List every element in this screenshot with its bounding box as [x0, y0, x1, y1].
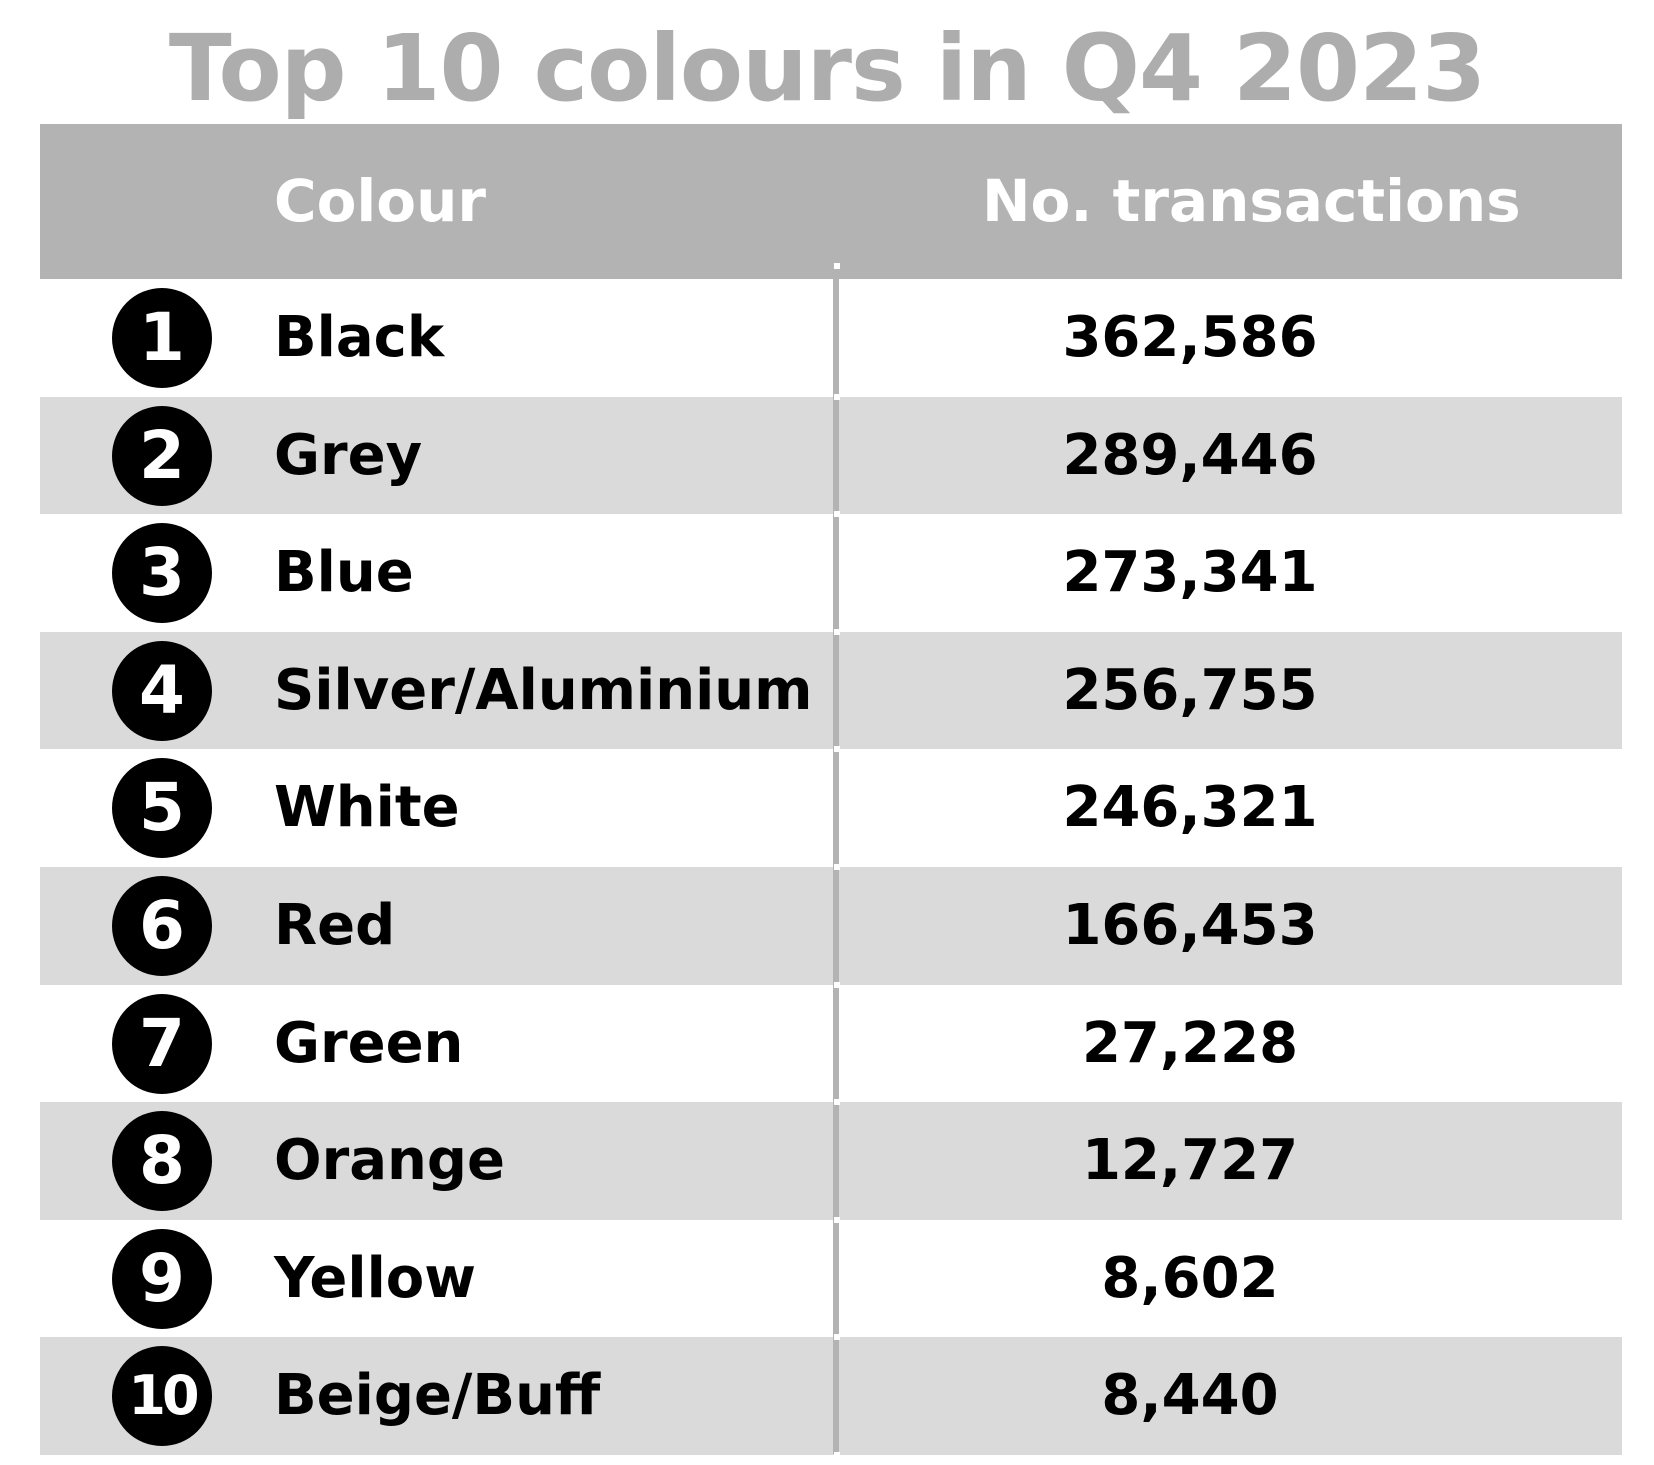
table-row: 1 Black 362,586	[40, 279, 1622, 397]
rank-badge: 6	[112, 875, 212, 976]
table-row: 4 Silver/Aluminium 256,755	[40, 631, 1622, 750]
rank-badge: 1	[112, 288, 212, 388]
divider-gap	[834, 628, 840, 635]
transactions-cell: 256,755	[1062, 657, 1318, 723]
transactions-cell: 273,341	[1062, 540, 1318, 606]
table-row: 10 Beige/Buff 8,440	[40, 1337, 1622, 1455]
divider-gap	[834, 981, 840, 988]
colour-cell: Red	[274, 892, 396, 958]
transactions-cell: 246,321	[1062, 775, 1318, 841]
rank-badge: 3	[112, 523, 212, 624]
colour-cell: Beige/Buff	[274, 1363, 601, 1429]
colour-cell: Yellow	[274, 1245, 476, 1311]
transactions-cell: 8,602	[1101, 1245, 1279, 1311]
colour-table: Colour No. transactions 1 Black 362,586 2 Gr…	[40, 124, 1622, 1455]
rank-badge: 8	[112, 1111, 212, 1212]
divider-gap	[834, 746, 840, 753]
colour-cell: Orange	[274, 1128, 505, 1194]
divider-gap	[834, 393, 840, 400]
colour-cell: Green	[274, 1010, 464, 1076]
table-row: 7 Green 27,228	[40, 984, 1622, 1103]
transactions-cell: 12,727	[1081, 1128, 1299, 1194]
colour-cell: Grey	[274, 422, 423, 488]
column-header-colour: Colour	[274, 167, 487, 235]
rank-badge: 5	[112, 758, 212, 859]
divider-gap	[834, 1216, 840, 1223]
colour-cell: Silver/Aluminium	[274, 657, 813, 723]
rank-badge: 10	[112, 1346, 212, 1447]
table-row: 8 Orange 12,727	[40, 1102, 1622, 1220]
column-divider	[833, 142, 839, 1454]
table-body: 1 Black 362,586 2 Grey 289,446 3 Blue 273,341 4 Si…	[40, 279, 1622, 1455]
transactions-cell: 362,586	[1062, 305, 1318, 370]
rank-badge: 4	[112, 640, 212, 741]
rank-badge: 2	[112, 405, 212, 506]
divider-gap	[834, 1099, 840, 1106]
table-row: 5 White 246,321	[40, 749, 1622, 867]
rank-badge: 9	[112, 1228, 212, 1329]
colour-cell: White	[274, 775, 460, 841]
table-row: 3 Blue 273,341	[40, 514, 1622, 632]
divider-gap	[834, 1452, 840, 1458]
divider-gap	[834, 511, 840, 518]
table-row: 2 Grey 289,446	[40, 396, 1622, 515]
divider-gap	[834, 1334, 840, 1341]
column-header-transactions: No. transactions	[982, 167, 1521, 235]
chart-title: Top 10 colours in Q4 2023	[168, 15, 1486, 122]
colour-cell: Blue	[274, 540, 414, 606]
table-header: Colour No. transactions	[40, 124, 1622, 279]
table-row: 6 Red 166,453	[40, 866, 1622, 985]
transactions-cell: 166,453	[1062, 892, 1318, 958]
colour-cell: Black	[274, 305, 445, 370]
table-row: 9 Yellow 8,602	[40, 1219, 1622, 1338]
divider-gap	[834, 263, 840, 269]
transactions-cell: 8,440	[1101, 1363, 1279, 1429]
transactions-cell: 27,228	[1081, 1010, 1299, 1076]
rank-badge: 7	[112, 993, 212, 1094]
transactions-cell: 289,446	[1062, 422, 1318, 488]
divider-gap	[834, 864, 840, 870]
